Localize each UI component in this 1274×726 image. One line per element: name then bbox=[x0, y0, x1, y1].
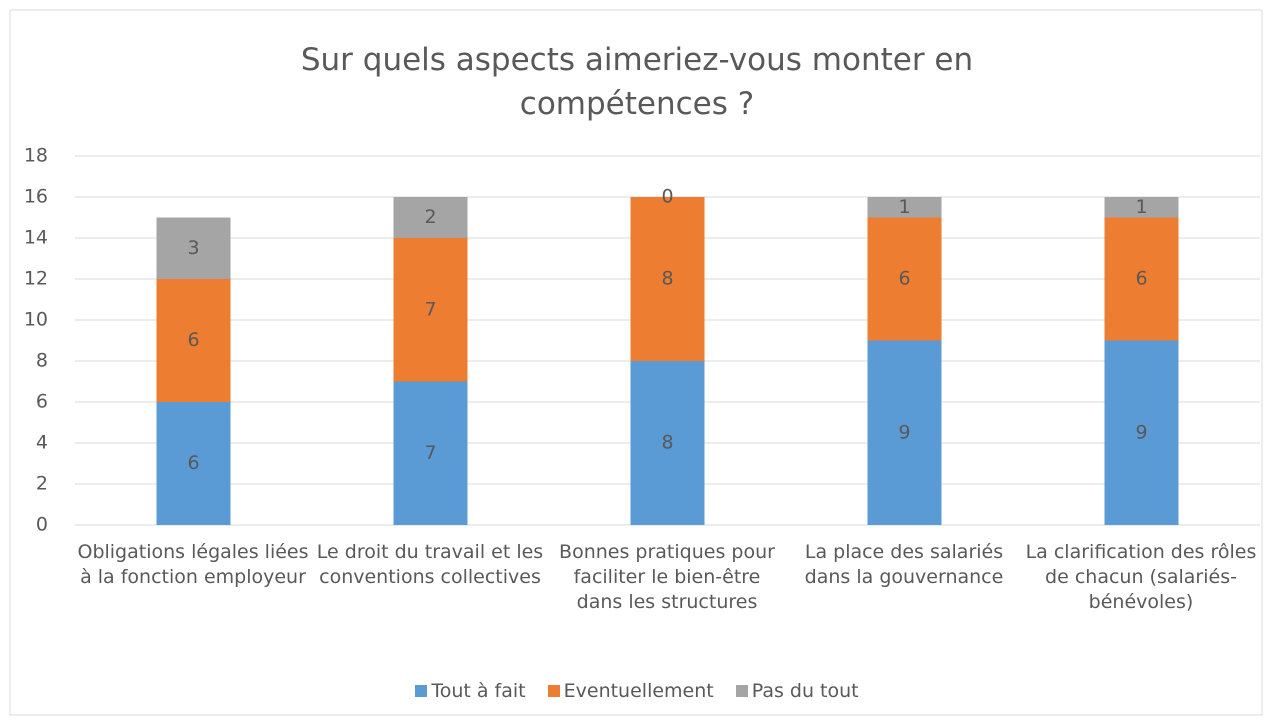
bar-segment bbox=[1104, 217, 1179, 341]
x-tick-label: Bonnes pratiques pour faciliter le bien-… bbox=[559, 541, 775, 613]
y-tick-label: 4 bbox=[36, 432, 48, 454]
y-tick-label: 18 bbox=[24, 145, 48, 167]
x-tick-label: La place des salariés dans la gouvernanc… bbox=[804, 541, 1004, 588]
legend-swatch bbox=[415, 685, 428, 697]
legend-label: Eventuellement bbox=[563, 680, 714, 702]
data-label: 8 bbox=[661, 432, 673, 454]
bar-segment bbox=[156, 217, 231, 279]
data-label: 0 bbox=[661, 186, 673, 208]
y-tick-label: 14 bbox=[24, 227, 48, 249]
bar-segment bbox=[630, 361, 705, 525]
data-label: 8 bbox=[661, 268, 673, 290]
bar-segment bbox=[156, 279, 231, 402]
legend-item: Eventuellement bbox=[547, 680, 714, 702]
data-label: 7 bbox=[424, 298, 436, 320]
bar-segment bbox=[630, 197, 705, 361]
x-tick-label: La clarification des rôles de chacun (sa… bbox=[1025, 541, 1257, 613]
legend-swatch bbox=[547, 685, 560, 697]
legend-swatch bbox=[735, 685, 748, 697]
bar-segment bbox=[393, 238, 468, 382]
y-tick-label: 2 bbox=[36, 473, 48, 495]
y-tick-label: 0 bbox=[36, 514, 48, 536]
data-label: 6 bbox=[1135, 268, 1147, 290]
data-label: 3 bbox=[187, 237, 199, 259]
legend-item: Pas du tout bbox=[735, 680, 859, 702]
y-tick-label: 10 bbox=[24, 309, 48, 331]
data-label: 6 bbox=[187, 452, 199, 474]
bar-segment bbox=[1104, 197, 1179, 218]
x-tick-label: Le droit du travail et les conventions c… bbox=[316, 541, 544, 588]
y-tick-label: 16 bbox=[24, 186, 48, 208]
legend-label: Tout à fait bbox=[431, 680, 526, 702]
bar-segment bbox=[867, 340, 942, 525]
data-label: 1 bbox=[1135, 196, 1147, 218]
bar-segment bbox=[867, 217, 942, 341]
bar-segment bbox=[393, 381, 468, 525]
y-tick-label: 6 bbox=[36, 391, 48, 413]
data-label: 1 bbox=[898, 196, 910, 218]
data-label: 2 bbox=[424, 206, 436, 228]
x-tick-label: Obligations légales liées à la fonction … bbox=[77, 541, 309, 588]
data-label: 7 bbox=[424, 442, 436, 464]
bar-segment bbox=[156, 402, 231, 525]
bar-segment bbox=[1104, 340, 1179, 525]
legend: Tout à fait Eventuellement Pas du tout bbox=[0, 680, 1274, 702]
bar-segment bbox=[867, 197, 942, 218]
data-label: 6 bbox=[898, 268, 910, 290]
y-tick-label: 12 bbox=[24, 268, 48, 290]
chart-title: Sur quels aspects aimeriez-vous monter e… bbox=[300, 42, 974, 122]
legend-item: Tout à fait bbox=[415, 680, 526, 702]
y-tick-label: 8 bbox=[36, 350, 48, 372]
data-label: 9 bbox=[1135, 421, 1147, 443]
chart-border bbox=[9, 9, 1263, 716]
data-label: 9 bbox=[898, 421, 910, 443]
legend-label: Pas du tout bbox=[751, 680, 859, 702]
data-label: 6 bbox=[187, 329, 199, 351]
bar-segment bbox=[393, 197, 468, 238]
